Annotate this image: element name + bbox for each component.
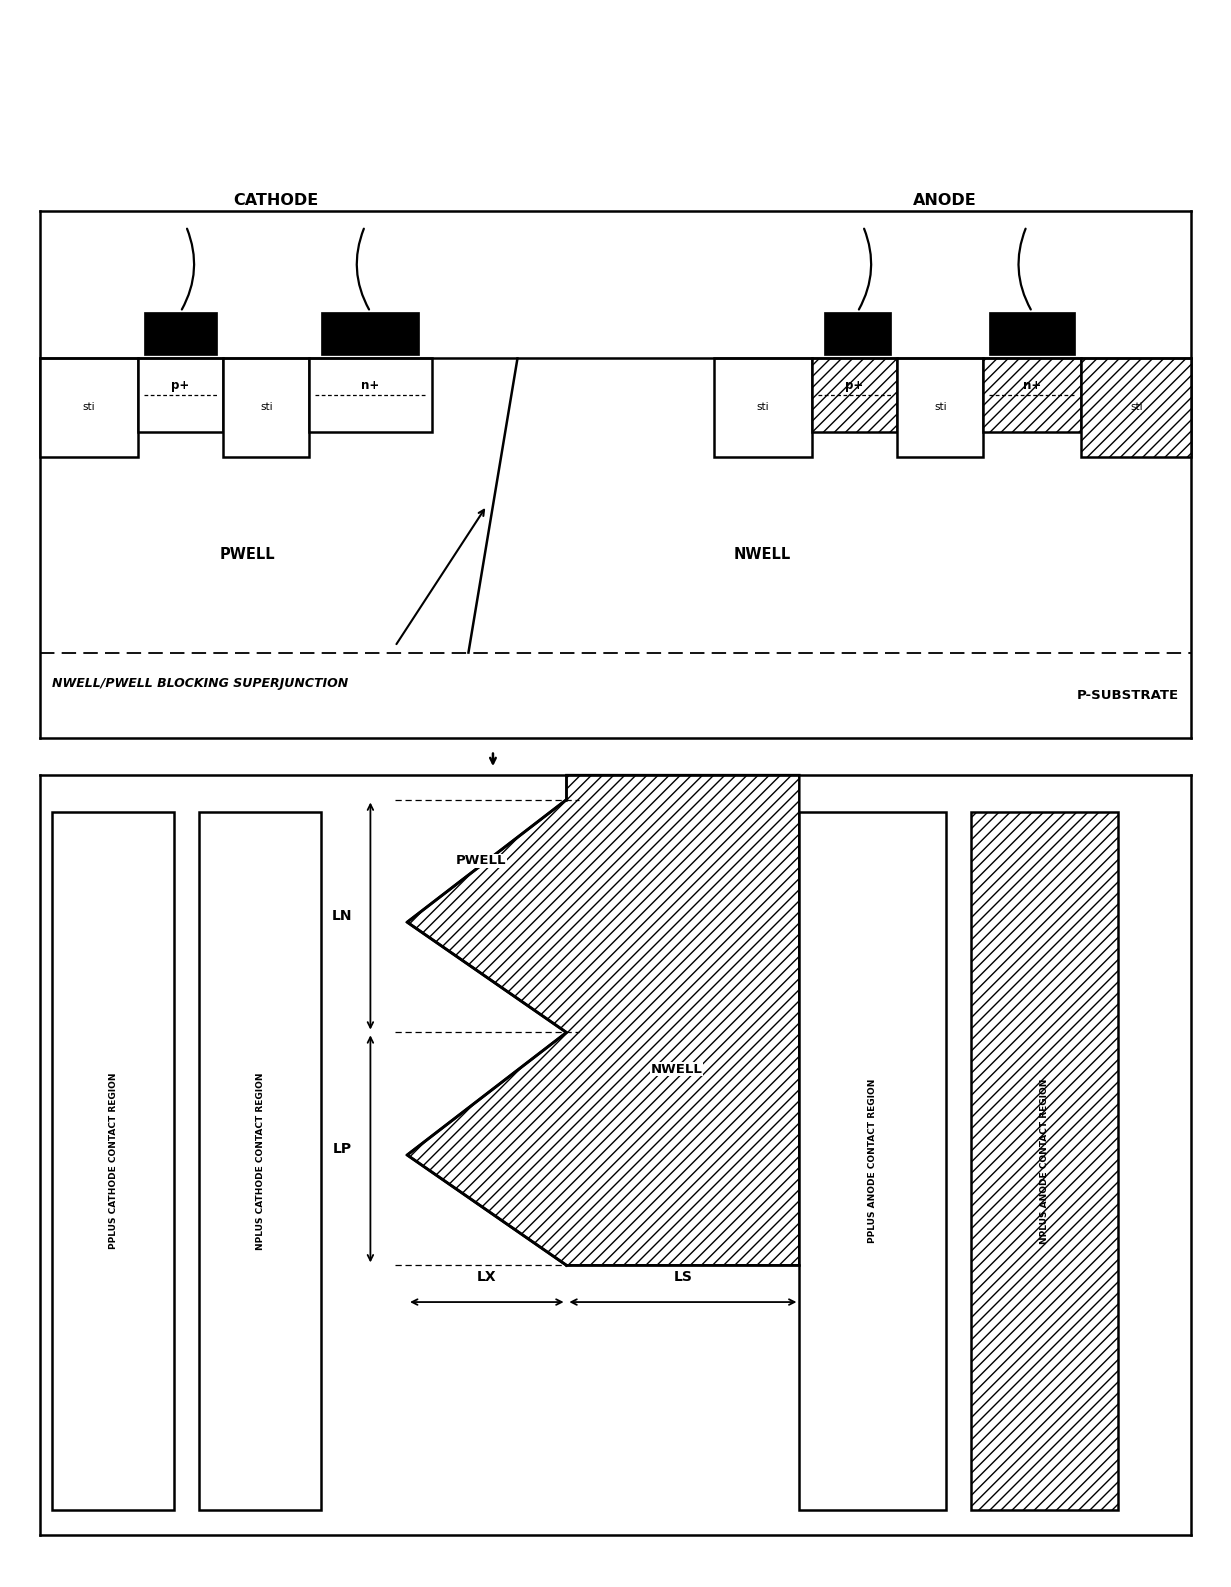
Bar	[144, 313, 217, 355]
Polygon shape	[469, 359, 1192, 652]
Bar	[309, 359, 432, 432]
Text: ANODE: ANODE	[913, 192, 976, 208]
Text: LX: LX	[478, 1270, 496, 1284]
Bar	[321, 313, 420, 355]
Text: sti: sti	[756, 403, 769, 413]
Text: NWELL/PWELL BLOCKING SUPERJUNCTION: NWELL/PWELL BLOCKING SUPERJUNCTION	[52, 676, 348, 690]
Text: LS: LS	[673, 1270, 692, 1284]
Text: n+: n+	[361, 379, 379, 392]
Bar	[199, 813, 321, 1511]
Text: CATHODE: CATHODE	[233, 192, 318, 208]
Text: p+: p+	[846, 379, 864, 392]
Text: NPLUS ANODE CONTACT REGION: NPLUS ANODE CONTACT REGION	[1040, 1079, 1049, 1244]
Bar	[52, 813, 175, 1511]
Text: n+: n+	[1023, 379, 1041, 392]
Bar	[799, 813, 947, 1511]
Text: p+: p+	[171, 379, 190, 392]
Bar	[811, 359, 897, 432]
Text: PPLUS CATHODE CONTACT REGION: PPLUS CATHODE CONTACT REGION	[108, 1073, 118, 1249]
Bar	[971, 813, 1118, 1511]
Text: PWELL: PWELL	[220, 548, 276, 562]
Bar	[223, 359, 309, 457]
Text: sti: sti	[934, 403, 947, 413]
Polygon shape	[407, 774, 799, 1265]
Bar	[138, 359, 223, 432]
Text: NWELL: NWELL	[734, 548, 792, 562]
Text: sti: sti	[82, 403, 95, 413]
Text: sti: sti	[260, 403, 272, 413]
Bar	[39, 359, 138, 457]
Text: LP: LP	[332, 1143, 352, 1155]
Bar	[897, 359, 984, 457]
Bar	[984, 359, 1081, 432]
Bar	[824, 313, 891, 355]
Bar	[1081, 359, 1192, 457]
Text: LN: LN	[331, 909, 352, 924]
Bar	[990, 313, 1075, 355]
Text: P-SUBSTRATE: P-SUBSTRATE	[1077, 689, 1179, 701]
Polygon shape	[566, 774, 1192, 1535]
Text: NPLUS CATHODE CONTACT REGION: NPLUS CATHODE CONTACT REGION	[256, 1073, 265, 1251]
Bar	[714, 359, 811, 457]
Text: NWELL: NWELL	[651, 1063, 703, 1076]
Text: PPLUS ANODE CONTACT REGION: PPLUS ANODE CONTACT REGION	[868, 1079, 878, 1243]
Text: PWELL: PWELL	[455, 854, 506, 868]
Text: sti: sti	[1130, 403, 1142, 413]
